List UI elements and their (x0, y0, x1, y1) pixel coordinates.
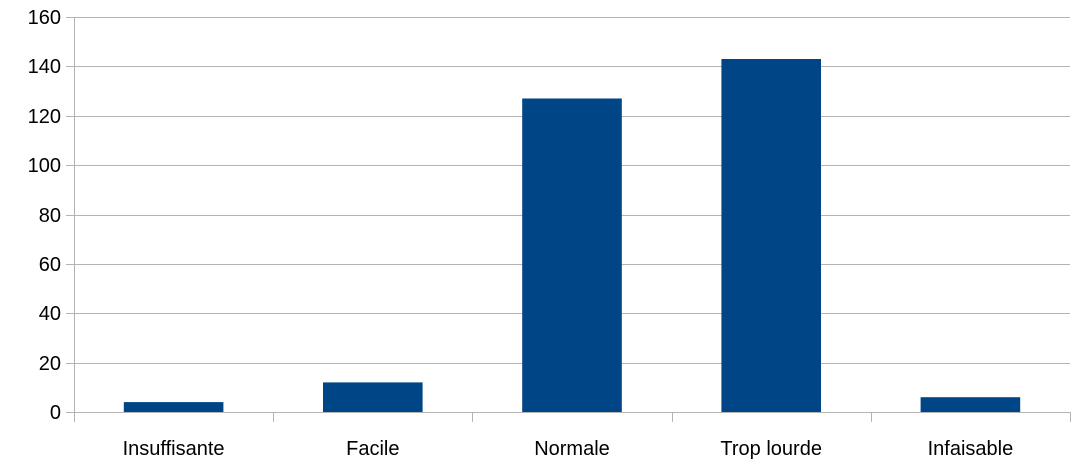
y-tick-label: 140 (28, 56, 61, 78)
bar-facile (323, 382, 423, 412)
y-tick-label: 40 (39, 303, 61, 325)
bar-trop-lourde (721, 59, 821, 412)
y-tick-label: 0 (50, 402, 61, 424)
y-tick-label: 160 (28, 7, 61, 29)
x-tick-labels: Insuffisante Facile Normale Trop lourde Infa… (123, 438, 1014, 460)
y-tick-label: 120 (28, 106, 61, 128)
bar-normale (522, 98, 622, 412)
y-tick-labels: 0 20 40 60 80 100 120 140 160 (28, 7, 61, 424)
bar-insuffisante (123, 402, 224, 412)
bars (123, 59, 1021, 412)
x-tick-label: Normale (534, 438, 610, 460)
y-tick-label: 20 (39, 353, 61, 375)
x-tick-label: Trop lourde (720, 438, 822, 460)
y-tick-label: 60 (39, 254, 61, 276)
bar-infaisable (920, 397, 1021, 412)
x-tick-label: Infaisable (928, 438, 1014, 460)
x-tick-label: Insuffisante (123, 438, 225, 460)
y-tick-label: 80 (39, 205, 61, 227)
y-tick-label: 100 (28, 155, 61, 177)
axes (66, 17, 1071, 422)
x-tick-label: Facile (346, 438, 399, 460)
